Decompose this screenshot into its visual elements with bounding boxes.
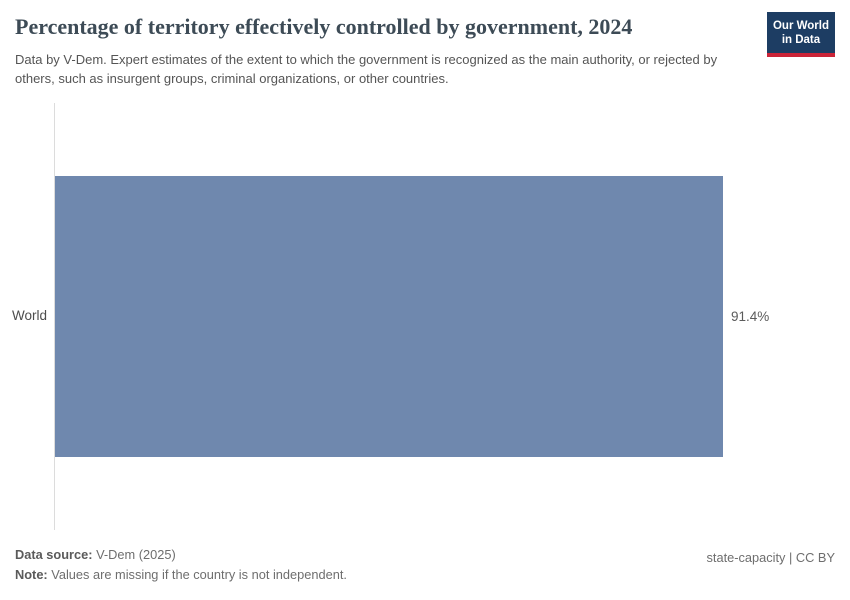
owid-logo-line1: Our World (772, 20, 829, 32)
category-label-world[interactable]: World (11, 308, 47, 323)
data-source-value: V-Dem (2025) (96, 547, 176, 562)
note-value: Values are missing if the country is not… (51, 567, 347, 582)
plot-area (55, 176, 786, 457)
license-credit[interactable]: state-capacity | CC BY (706, 550, 836, 565)
bar-world[interactable] (55, 176, 724, 457)
chart-footer: Data source: V-Dem (2025) Note: Values a… (15, 545, 347, 585)
value-label-world: 91.4% (731, 309, 770, 324)
note-line: Note: Values are missing if the country … (15, 565, 347, 585)
page-title: Percentage of territory effectively cont… (15, 14, 633, 39)
y-axis-line (54, 103, 55, 530)
owid-logo[interactable]: Our World in Data (766, 12, 835, 57)
data-source-line: Data source: V-Dem (2025) (15, 545, 347, 565)
note-label: Note: (15, 567, 48, 582)
owid-logo-line2: in Data (781, 34, 821, 46)
data-source-label: Data source: (15, 547, 93, 562)
chart-subtitle: Data by V-Dem. Expert estimates of the e… (15, 52, 718, 86)
